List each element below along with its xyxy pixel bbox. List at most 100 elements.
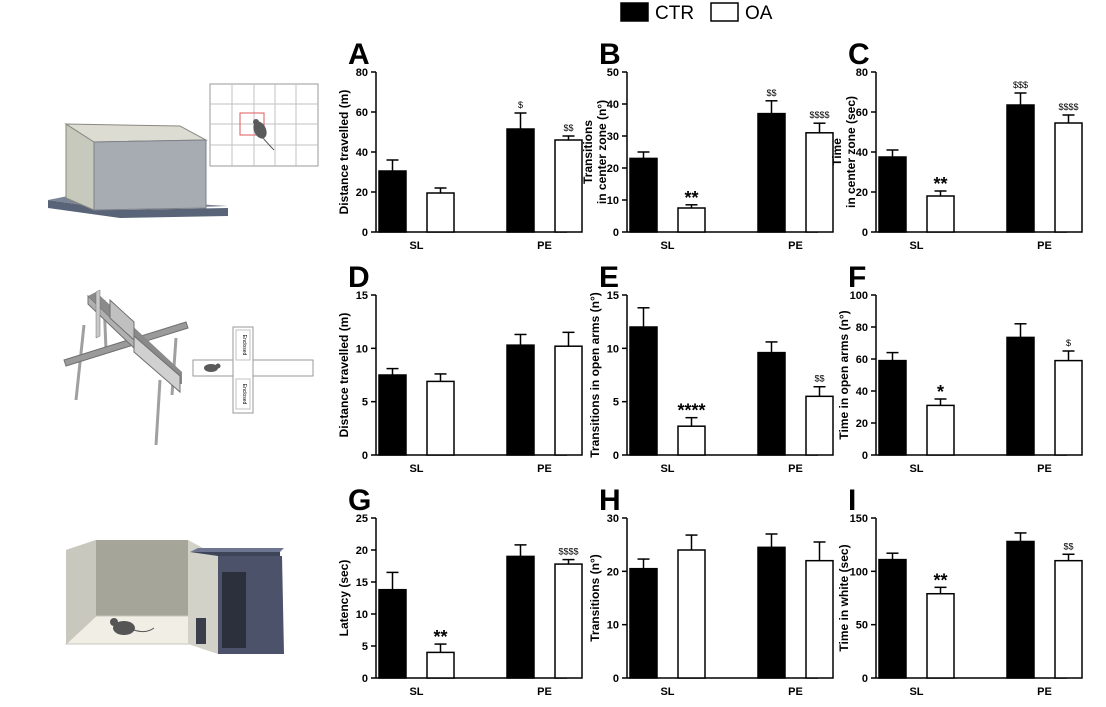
y-tick-label-g-1: 5: [362, 641, 368, 653]
y-tick-label-a-4: 80: [356, 67, 368, 79]
y-axis-label-e: Transitions in open arms (n°): [588, 292, 602, 458]
x-category-label-pe-f: PE: [1037, 463, 1052, 475]
bar-ctr-sl-e: [629, 326, 658, 456]
y-tick-label-e-1: 5: [613, 397, 619, 409]
panel-letter-b: B: [599, 38, 621, 71]
chart-panel-f: F 0 20 40 60 80 100 Time in open arms (n°) * SL $ P…: [837, 261, 1083, 475]
legend-swatch-ctr: [620, 2, 649, 22]
bar-oa-pe-i: [1054, 559, 1083, 679]
y-axis-label-f: Time in open arms (n°): [837, 310, 851, 439]
y-tick-label-d-0: 0: [362, 450, 368, 462]
x-category-label-sl-g: SL: [409, 686, 423, 698]
y-axis-label-g: Latency (sec): [337, 560, 351, 637]
bar-oa-sl-h: [677, 549, 706, 679]
y-axis-label-a: Distance travelled (m): [337, 90, 351, 215]
significance-label-oa-sl-g: **: [433, 627, 447, 647]
legend: CTR OA: [620, 2, 773, 24]
maze-enclosed-label-bottom: Enclosed: [241, 384, 247, 405]
y-tick-label-c-1: 20: [856, 187, 868, 199]
y-tick-label-h-0: 0: [613, 673, 619, 685]
y-tick-label-b-3: 30: [607, 131, 619, 143]
bar-ctr-sl-g: [378, 588, 407, 679]
x-category-label-pe-h: PE: [788, 686, 803, 698]
bar-ctr-sl-h: [629, 567, 658, 679]
bar-ctr-pe-i: [1006, 540, 1035, 679]
significance-label-ctr-pe-a: $: [518, 100, 523, 110]
panel-letter-g: G: [348, 484, 371, 517]
bar-oa-pe-d: [554, 345, 583, 456]
y-tick-label-f-3: 60: [856, 354, 868, 366]
panel-letter-c: C: [848, 38, 870, 71]
bar-oa-sl-d: [426, 380, 455, 456]
significance-label-oa-pe-i: $$: [1063, 541, 1073, 551]
panel-letter-e: E: [599, 261, 619, 294]
x-category-label-sl-a: SL: [409, 240, 423, 252]
y-tick-label-f-2: 40: [856, 386, 868, 398]
y-tick-label-g-4: 20: [356, 545, 368, 557]
y-tick-label-h-2: 20: [607, 566, 619, 578]
bar-ctr-pe-d: [506, 344, 535, 456]
bar-ctr-pe-h: [757, 546, 786, 679]
y-axis-label-line1-b: Transitions: [581, 120, 595, 184]
y-tick-label-b-0: 0: [613, 227, 619, 239]
significance-label-oa-sl-b: **: [684, 188, 698, 208]
bar-ctr-sl-d: [378, 374, 407, 456]
bar-ctr-sl-i: [878, 558, 907, 679]
y-tick-label-c-3: 60: [856, 107, 868, 119]
y-tick-label-g-3: 15: [356, 577, 368, 589]
bar-oa-pe-a: [554, 139, 583, 233]
panel-letter-i: I: [848, 484, 856, 517]
x-category-label-sl-b: SL: [660, 240, 674, 252]
y-axis-label-line2-b: in center zone (n°): [595, 100, 609, 204]
significance-label-oa-sl-f: *: [937, 382, 944, 402]
y-tick-label-i-1: 50: [856, 620, 868, 632]
y-tick-label-a-1: 20: [356, 187, 368, 199]
bar-ctr-sl-b: [629, 157, 658, 233]
bar-ctr-pe-f: [1006, 336, 1035, 456]
bar-ctr-pe-c: [1006, 104, 1035, 233]
y-tick-label-e-2: 10: [607, 343, 619, 355]
bar-oa-pe-b: [805, 132, 834, 233]
y-tick-label-a-2: 40: [356, 147, 368, 159]
bar-oa-sl-c: [926, 195, 955, 233]
legend-label-oa: OA: [745, 3, 773, 24]
chart-panel-d: D 0 5 10 15 Distance travelled (m) SL PE: [337, 261, 583, 475]
bar-oa-pe-e: [805, 395, 834, 456]
bar-oa-pe-h: [805, 559, 834, 679]
panel-letter-d: D: [348, 261, 370, 294]
significance-label-oa-pe-g: $$$$: [558, 547, 578, 557]
bar-oa-pe-f: [1054, 359, 1083, 456]
bar-oa-pe-g: [554, 563, 583, 679]
significance-label-oa-pe-e: $$: [814, 374, 824, 384]
chart-panel-i: I 0 50 100 150 Time in white (sec) ** SL $$ PE: [837, 484, 1083, 698]
y-tick-label-f-5: 100: [850, 290, 868, 302]
y-axis-label-b: Transitionsin center zone (n°): [581, 100, 609, 204]
bar-oa-sl-g: [426, 651, 455, 679]
y-tick-label-c-2: 40: [856, 147, 868, 159]
chart-panel-c: C 0 20 40 60 80 Timein center zone (sec) ** SL $$…: [830, 38, 1083, 252]
y-axis-label-d: Distance travelled (m): [337, 313, 351, 438]
bar-oa-sl-b: [677, 207, 706, 233]
y-tick-label-e-3: 15: [607, 290, 619, 302]
x-category-label-sl-d: SL: [409, 463, 423, 475]
y-tick-label-d-1: 5: [362, 397, 368, 409]
chart-panel-h: H 0 10 20 30 Transitions (n°) SL PE: [588, 484, 834, 698]
y-tick-label-g-2: 10: [356, 609, 368, 621]
y-axis-label-line1-c: Time: [830, 138, 844, 166]
significance-label-ctr-pe-c: $$$: [1013, 80, 1028, 90]
bar-oa-sl-f: [926, 404, 955, 456]
significance-label-oa-pe-a: $$: [563, 123, 573, 133]
y-tick-label-b-4: 40: [607, 99, 619, 111]
y-tick-label-a-0: 0: [362, 227, 368, 239]
y-tick-label-b-1: 10: [607, 195, 619, 207]
bar-ctr-pe-a: [506, 128, 535, 233]
y-tick-label-b-5: 50: [607, 67, 619, 79]
x-category-label-sl-e: SL: [660, 463, 674, 475]
y-tick-label-h-3: 30: [607, 513, 619, 525]
y-axis-label-line2-c: in center zone (sec): [844, 96, 858, 208]
legend-label-ctr: CTR: [655, 3, 694, 24]
bar-oa-sl-e: [677, 425, 706, 456]
